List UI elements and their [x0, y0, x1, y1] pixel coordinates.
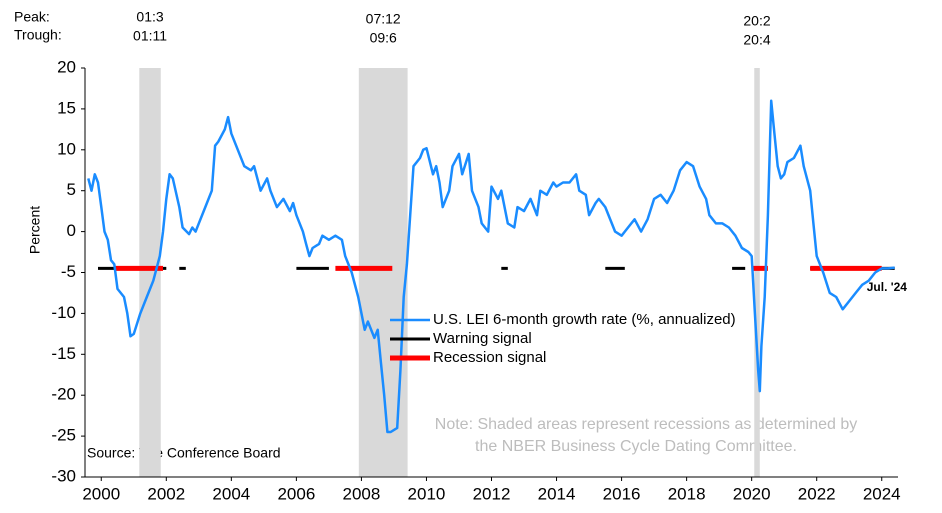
- y-tick-label: -20: [51, 385, 76, 404]
- source: Source: The Conference Board: [87, 445, 281, 461]
- y-tick-label: 0: [67, 221, 76, 240]
- note-line: the NBER Business Cycle Dating Committee…: [475, 438, 797, 455]
- y-axis-label: Percent: [27, 206, 43, 254]
- x-tick-label: 2004: [212, 484, 250, 503]
- end-label: Jul. '24: [867, 280, 908, 294]
- y-tick-label: -25: [51, 426, 76, 445]
- trough-date: 20:4: [743, 32, 770, 48]
- trough-date: 09:6: [370, 30, 397, 46]
- x-tick-label: 2024: [863, 484, 901, 503]
- x-tick-label: 2010: [408, 484, 446, 503]
- y-tick-label: 20: [57, 57, 76, 76]
- y-tick-label: 5: [67, 180, 76, 199]
- x-tick-label: 2002: [147, 484, 185, 503]
- x-tick-label: 2008: [343, 484, 381, 503]
- x-tick-label: 2022: [798, 484, 836, 503]
- peak-label: Peak:: [14, 9, 50, 25]
- y-tick-label: -30: [51, 466, 76, 485]
- note-line: Note: Shaded areas represent recessions …: [435, 416, 857, 433]
- x-tick-label: 2020: [733, 484, 771, 503]
- y-tick-label: -10: [51, 303, 76, 322]
- series-line: [87, 99, 895, 434]
- peak-date: 20:2: [743, 13, 770, 29]
- trough-date: 01:11: [133, 28, 167, 44]
- legend-label: U.S. LEI 6-month growth rate (%, annuali…: [433, 311, 736, 328]
- x-tick-label: 2000: [82, 484, 120, 503]
- y-tick-label: -5: [61, 262, 76, 281]
- x-tick-label: 2016: [603, 484, 641, 503]
- peak-date: 01:3: [136, 9, 163, 25]
- x-tick-label: 2014: [538, 484, 576, 503]
- x-tick-label: 2018: [668, 484, 706, 503]
- y-tick-label: -15: [51, 344, 76, 363]
- peak-date: 07:12: [366, 11, 401, 27]
- recession-band: [358, 68, 408, 477]
- y-tick-label: 15: [57, 98, 76, 117]
- recession-band: [139, 68, 161, 477]
- recession-band: [754, 68, 760, 477]
- legend-label: Recession signal: [433, 349, 546, 366]
- trough-label: Trough:: [14, 27, 62, 43]
- x-tick-label: 2012: [473, 484, 511, 503]
- legend-label: Warning signal: [433, 330, 532, 347]
- y-tick-label: 10: [57, 139, 76, 158]
- x-tick-label: 2006: [277, 484, 315, 503]
